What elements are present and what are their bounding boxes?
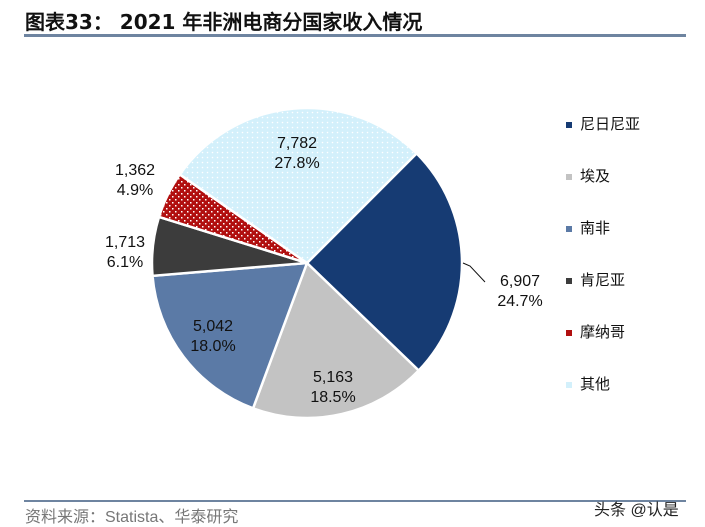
slice-percent-label: 24.7% [497,293,542,310]
legend-swatch [566,173,572,180]
legend-label: 南非 [580,219,611,237]
legend-label: 尼日尼亚 [580,115,641,133]
pie-slice-2 [151,261,309,410]
legend-item: 埃及 [566,165,610,186]
slice-percent-label: 18.5% [310,389,355,406]
chart-title: 图表33： 2021 年非洲电商分国家收入情况 [25,10,423,34]
title-rule [24,34,686,37]
slice-value-label: 7,782 [277,135,317,152]
slice-value-label: 6,907 [500,273,540,290]
slice-percent-label: 18.0% [190,338,235,355]
legend-item: 南非 [566,217,610,238]
legend-item: 尼日尼亚 [566,113,640,134]
slice-percent-label: 4.9% [117,182,153,199]
slice-percent-label: 27.8% [274,155,319,172]
legend-label: 埃及 [580,167,611,185]
slice-value-label: 5,042 [193,318,233,335]
legend-swatch [566,329,572,336]
pie-slice-5 [178,106,419,265]
legend-item: 摩纳哥 [566,321,625,342]
legend-label: 肯尼亚 [580,271,626,289]
pie-slice-1 [251,260,421,420]
slice-percent-label: 6.1% [107,254,143,271]
legend-swatch [566,121,572,128]
legend-item: 其他 [566,373,610,394]
leader-line [462,262,486,283]
legend-swatch [566,277,572,284]
legend-label: 摩纳哥 [580,323,626,341]
legend-item: 肯尼亚 [566,269,625,290]
watermark: 头条 @认是 [594,502,679,519]
slice-value-label: 1,362 [115,162,155,179]
legend-swatch [566,381,572,388]
legend-swatch [566,225,572,232]
slice-value-label: 5,163 [313,369,353,386]
slice-value-label: 1,713 [105,234,145,251]
legend-label: 其他 [580,375,611,393]
pie-slice-0 [305,151,464,373]
footer-rule [24,500,686,502]
source-note: 资料来源：Statista、华泰研究 [25,509,239,526]
